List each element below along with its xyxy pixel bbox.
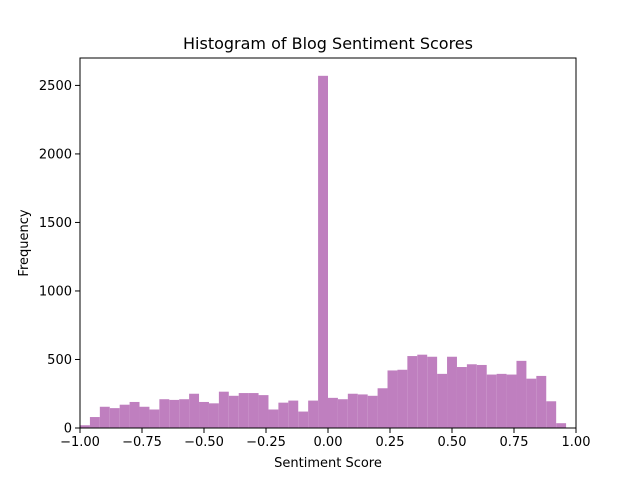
x-axis: −1.00 −0.75 −0.50 −0.25 0.00 0.25 0.50 0.75 1.00 xyxy=(60,428,590,450)
histogram-bar xyxy=(516,360,527,428)
histogram-bar xyxy=(278,402,289,428)
histogram-bar xyxy=(397,369,408,428)
histogram-bar xyxy=(328,397,338,428)
histogram-bar xyxy=(347,393,358,428)
x-tick-label: 0.50 xyxy=(438,435,467,450)
histogram-bar xyxy=(89,417,100,428)
histogram-bar xyxy=(208,403,219,428)
x-tick-label: −0.75 xyxy=(122,435,162,450)
histogram-bar xyxy=(407,356,418,428)
histogram-bar xyxy=(486,374,497,428)
histogram-bar xyxy=(298,411,309,428)
histogram-bar xyxy=(268,409,279,428)
histogram-bar xyxy=(199,401,209,428)
histogram-bar xyxy=(526,378,537,428)
histogram-bar xyxy=(99,406,110,428)
x-tick-label: 0.00 xyxy=(314,435,343,450)
y-axis: 0 500 1000 1500 2000 2500 xyxy=(39,79,80,437)
chart-title: Histogram of Blog Sentiment Scores xyxy=(183,34,473,53)
histogram-bar xyxy=(179,399,190,428)
y-axis-label: Frequency xyxy=(17,209,32,276)
histogram-bar xyxy=(437,373,448,428)
histogram-bar xyxy=(119,404,130,428)
histogram-bar xyxy=(536,375,547,428)
histogram-bar xyxy=(546,401,557,428)
histogram-bar xyxy=(218,391,229,428)
x-tick-label: 0.25 xyxy=(376,435,405,450)
y-tick-label: 1000 xyxy=(39,284,72,299)
y-tick-label: 500 xyxy=(47,353,72,368)
y-tick-label: 1500 xyxy=(39,216,72,231)
histogram-bar xyxy=(466,364,477,428)
x-tick-label: 0.75 xyxy=(500,435,529,450)
histogram-bar xyxy=(476,364,487,428)
histogram-bar xyxy=(556,423,567,428)
histogram-bar xyxy=(149,409,160,428)
histogram-bar xyxy=(238,393,249,428)
histogram-bar xyxy=(258,395,269,428)
y-tick-label: 2000 xyxy=(39,147,72,162)
histogram-bar xyxy=(308,400,319,428)
histogram-bar xyxy=(169,399,180,428)
histogram-bar xyxy=(377,388,388,428)
histogram-bar xyxy=(109,408,120,428)
histogram-bar xyxy=(189,393,200,428)
histogram-bar xyxy=(387,370,398,428)
x-tick-label: −1.00 xyxy=(60,435,100,450)
histogram-bar xyxy=(318,75,328,428)
histogram-bar xyxy=(80,425,90,428)
histogram-bar xyxy=(417,354,428,428)
x-tick-label: −0.25 xyxy=(246,435,286,450)
histogram-bar xyxy=(228,395,239,428)
y-tick-label: 0 xyxy=(64,422,72,437)
histogram-bar xyxy=(506,374,517,428)
histogram-bar xyxy=(159,399,170,428)
histogram-bar xyxy=(367,395,378,428)
x-axis-label: Sentiment Score xyxy=(274,456,382,471)
histogram-bar xyxy=(337,399,348,428)
x-tick-label: −0.50 xyxy=(184,435,224,450)
x-tick-label: 1.00 xyxy=(562,435,591,450)
histogram-bar xyxy=(496,373,507,428)
y-tick-label: 2500 xyxy=(39,79,72,94)
histogram-bar xyxy=(456,367,467,428)
histogram-bar xyxy=(248,393,259,428)
histogram-bar xyxy=(357,394,368,428)
histogram-bar xyxy=(139,406,150,428)
histogram-bar xyxy=(129,401,140,428)
histogram-bar xyxy=(427,356,438,428)
histogram-bar xyxy=(447,356,457,428)
histogram-bar xyxy=(288,400,299,428)
bars-group xyxy=(80,75,567,428)
